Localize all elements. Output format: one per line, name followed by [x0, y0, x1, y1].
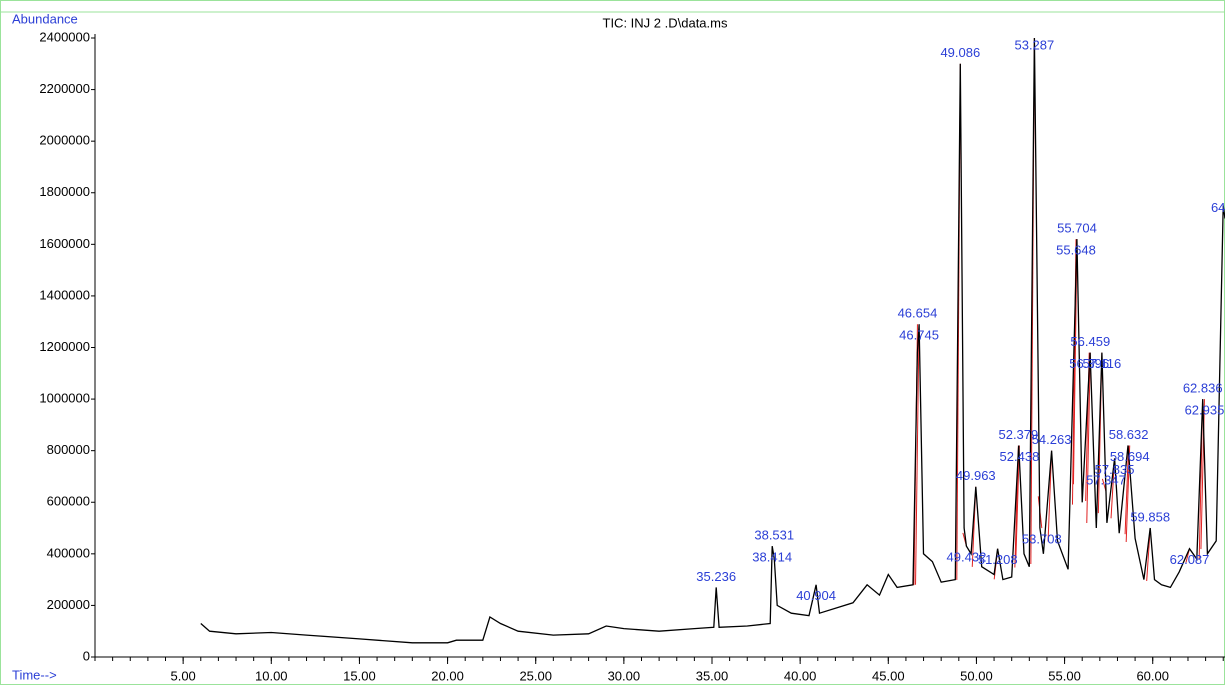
x-tick-label: 60.00: [1136, 668, 1169, 683]
x-tick-label: 25.00: [519, 668, 552, 683]
peak-label: 38.414: [752, 550, 792, 565]
peak-label: 49.086: [940, 45, 980, 60]
integration-line: [1015, 445, 1020, 558]
y-tick-label: 1400000: [39, 287, 90, 302]
y-tick-label: 400000: [47, 545, 90, 560]
integration-line: [1124, 445, 1130, 535]
x-tick-label: 20.00: [431, 668, 464, 683]
peak-label: 55.704: [1057, 221, 1097, 236]
y-tick-label: 800000: [47, 442, 90, 457]
x-axis-label: Time-->: [12, 667, 57, 682]
peak-label: 53.287: [1014, 37, 1054, 52]
peak-label: 57.835: [1095, 462, 1135, 477]
x-tick-label: 45.00: [872, 668, 905, 683]
y-tick-label: 2400000: [39, 29, 90, 44]
x-tick-label: 30.00: [608, 668, 641, 683]
peak-label: 46.745: [899, 328, 939, 343]
peak-label: 57.347: [1086, 473, 1126, 488]
peak-label: 62.087: [1170, 552, 1210, 567]
peak-label: 53.708: [1022, 531, 1062, 546]
x-tick-label: 35.00: [696, 668, 729, 683]
x-tick-label: 40.00: [784, 668, 817, 683]
y-tick-label: 0: [83, 648, 90, 663]
peak-label: 49.963: [956, 468, 996, 483]
y-tick-label: 1200000: [39, 339, 90, 354]
y-tick-label: 1800000: [39, 184, 90, 199]
y-tick-label: 1600000: [39, 236, 90, 251]
peak-label: 55.648: [1056, 243, 1096, 258]
peak-label: 52.438: [1000, 449, 1040, 464]
peak-label: 59.858: [1130, 509, 1170, 524]
x-tick-label: 50.00: [960, 668, 993, 683]
chart-title: TIC: INJ 2 .D\data.ms: [603, 15, 728, 30]
peak-label: 52.379: [998, 427, 1038, 442]
peak-label: 58.632: [1109, 427, 1149, 442]
peak-label: 38.531: [754, 528, 794, 543]
peak-label: 64.431: [1211, 200, 1225, 215]
peak-label: 46.654: [898, 306, 938, 321]
x-tick-label: 5.00: [170, 668, 195, 683]
peak-label: 56.459: [1070, 334, 1110, 349]
trace-line: [200, 37, 1225, 644]
peak-label: 58.694: [1110, 449, 1150, 464]
peak-label: 56.396: [1069, 356, 1109, 371]
peak-label: 62.836: [1183, 381, 1223, 396]
x-tick-label: 10.00: [255, 668, 288, 683]
y-tick-label: 200000: [47, 597, 90, 612]
y-tick-label: 2000000: [39, 133, 90, 148]
peak-label: 35.236: [696, 569, 736, 584]
peak-label: 54.263: [1032, 432, 1072, 447]
plot-area: 35.236 38.414 38.531 40.904 46.654 46.745 49.0…: [200, 37, 1225, 644]
x-tick-label: 55.00: [1048, 668, 1081, 683]
peak-label: 40.904: [796, 588, 836, 603]
y-tick-label: 1000000: [39, 391, 90, 406]
peak-label: 51.208: [978, 552, 1018, 567]
peak-label: 62.935: [1185, 403, 1225, 418]
y-axis-label: Abundance: [12, 11, 78, 26]
peak-label: 57.116: [1082, 356, 1121, 371]
peak-label: 49.432: [947, 550, 987, 565]
integration-line: [915, 324, 920, 585]
x-tick-label: 15.00: [343, 668, 376, 683]
integration-line: [1086, 352, 1091, 524]
y-tick-label: 600000: [47, 494, 90, 509]
y-tick-label: 2200000: [39, 81, 90, 96]
